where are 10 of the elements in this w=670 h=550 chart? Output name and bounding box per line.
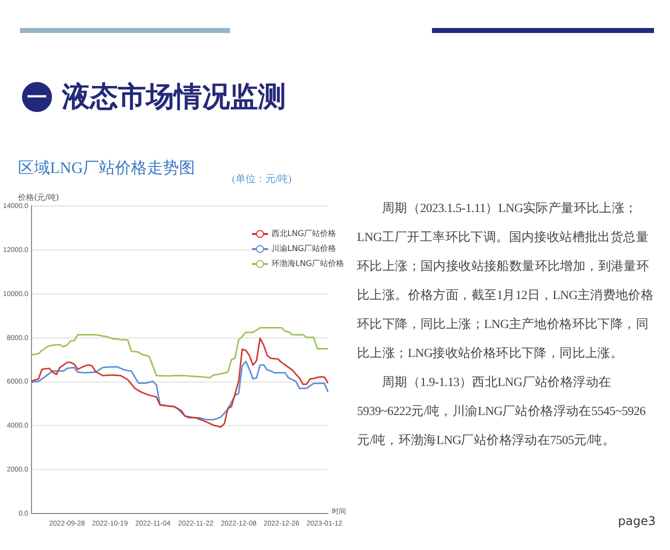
- legend-label: 川渝LNG厂站价格: [271, 243, 336, 254]
- text: 周期（2023.1.5-1.11）LNG实际产量环比上涨；LNG工厂开工率环比下调。国内接收站槽批出货总量环比上涨；国内接收站接船数量环比增加，到港量环比上涨。价格方面，截至1月12日，LNG主消费地价格环比下降，同比上涨；LNG主产地价格环比下降，同比上涨；LNG接收站价格环比下降，同比上涨。: [357, 201, 654, 360]
- legend-label: 环渤海LNG厂站价格: [271, 258, 344, 269]
- text: page3: [618, 514, 656, 528]
- text: 周期（1.9-1.13）西北LNG厂站价格浮动在5939~6222元/吨，川渝LNG厂站价格浮动在5545~5926元/吨，环渤海LNG厂站价格浮动在7505元/吨。: [357, 375, 646, 447]
- legend-label: 西北LNG厂站价格: [271, 228, 336, 239]
- chart-title: 区域LNG厂站价格走势图: [18, 158, 195, 179]
- y-axis-title: 价格(元/吨): [18, 192, 59, 203]
- chart-subtitle: (单位：元/吨): [232, 172, 292, 186]
- text: 液态市场情况监测: [62, 79, 286, 115]
